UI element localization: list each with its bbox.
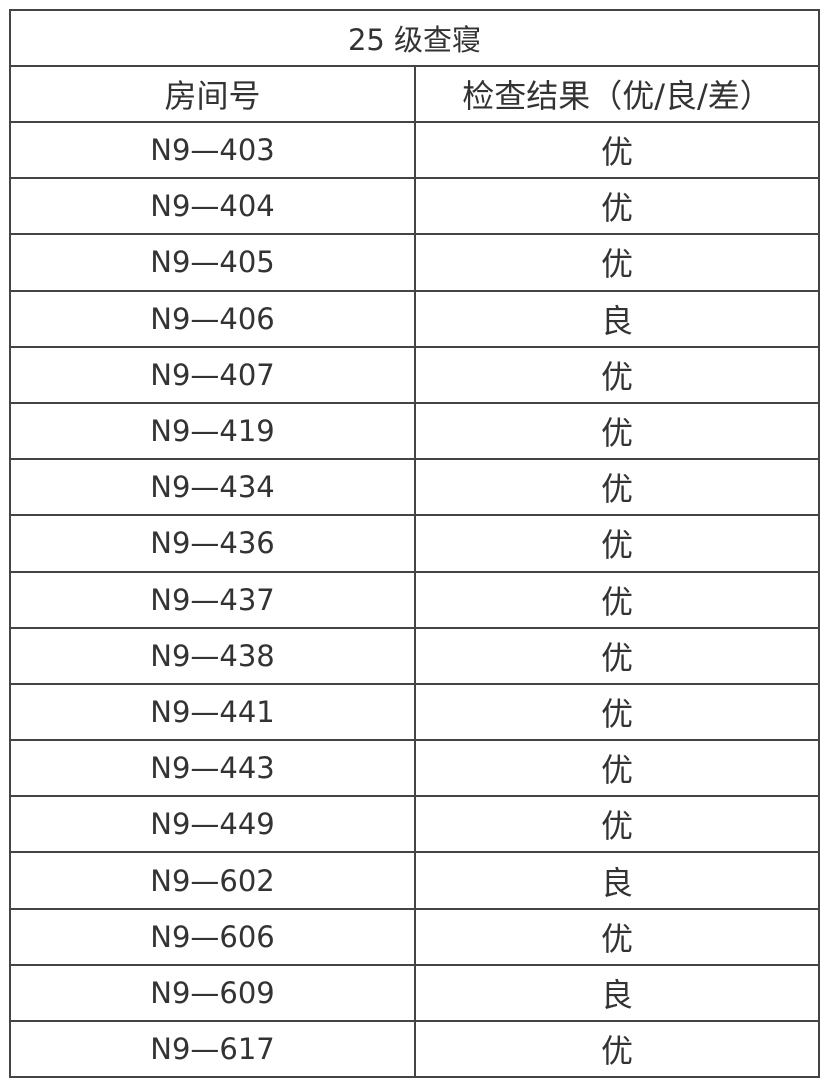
table-row: N9—434 优 <box>9 458 820 517</box>
room-number: N9—606 <box>9 907 416 966</box>
room-number: N9—441 <box>9 682 416 742</box>
inspection-result: 良 <box>414 289 820 348</box>
column-header-result: 检查结果（优/良/差） <box>414 65 820 123</box>
column-header-room: 房间号 <box>9 65 416 123</box>
table-row: N9—602 良 <box>9 851 820 910</box>
inspection-result: 优 <box>414 401 820 461</box>
room-number: N9—443 <box>9 739 416 798</box>
table-row: N9—437 优 <box>9 570 820 629</box>
table-row: N9—406 良 <box>9 289 820 348</box>
inspection-result: 优 <box>414 570 820 629</box>
table-row: N9—404 优 <box>9 177 820 236</box>
room-number: N9—617 <box>9 1019 416 1079</box>
inspection-result: 优 <box>414 177 820 236</box>
room-number: N9—419 <box>9 401 416 461</box>
room-number: N9—434 <box>9 458 416 517</box>
table-row: N9—405 优 <box>9 233 820 292</box>
inspection-result: 优 <box>414 233 820 292</box>
table-row: N9—609 良 <box>9 963 820 1023</box>
table-title: 25 级查寝 <box>9 9 820 67</box>
title-row: 25 级查寝 <box>9 9 820 67</box>
room-number: N9—406 <box>9 289 416 348</box>
room-number: N9—602 <box>9 851 416 910</box>
table-row: N9—419 优 <box>9 401 820 461</box>
inspection-result: 良 <box>414 963 820 1023</box>
room-number: N9—437 <box>9 570 416 629</box>
inspection-result: 优 <box>414 1019 820 1079</box>
inspection-result: 优 <box>414 739 820 798</box>
inspection-result: 优 <box>414 795 820 854</box>
inspection-result: 优 <box>414 626 820 685</box>
inspection-result: 优 <box>414 907 820 966</box>
header-row: 房间号 检查结果（优/良/差） <box>9 65 820 123</box>
inspection-result: 优 <box>414 120 820 180</box>
table-row: N9—436 优 <box>9 514 820 573</box>
room-number: N9—438 <box>9 626 416 685</box>
table-row: N9—449 优 <box>9 795 820 854</box>
inspection-table: 25 级查寝 房间号 检查结果（优/良/差） N9—403 优 N9—404 优 N9—… <box>9 9 820 1079</box>
room-number: N9—405 <box>9 233 416 292</box>
room-number: N9—436 <box>9 514 416 573</box>
table-row: N9—438 优 <box>9 626 820 685</box>
table-row: N9—407 优 <box>9 345 820 404</box>
table-row: N9—443 优 <box>9 739 820 798</box>
table-row: N9—403 优 <box>9 120 820 180</box>
room-number: N9—404 <box>9 177 416 236</box>
room-number: N9—609 <box>9 963 416 1023</box>
room-number: N9—407 <box>9 345 416 404</box>
inspection-result: 优 <box>414 514 820 573</box>
inspection-result: 优 <box>414 458 820 517</box>
inspection-result: 优 <box>414 682 820 742</box>
room-number: N9—403 <box>9 120 416 180</box>
inspection-result: 良 <box>414 851 820 910</box>
table-row: N9—617 优 <box>9 1019 820 1079</box>
room-number: N9—449 <box>9 795 416 854</box>
table-row: N9—441 优 <box>9 682 820 742</box>
inspection-result: 优 <box>414 345 820 404</box>
table-row: N9—606 优 <box>9 907 820 966</box>
